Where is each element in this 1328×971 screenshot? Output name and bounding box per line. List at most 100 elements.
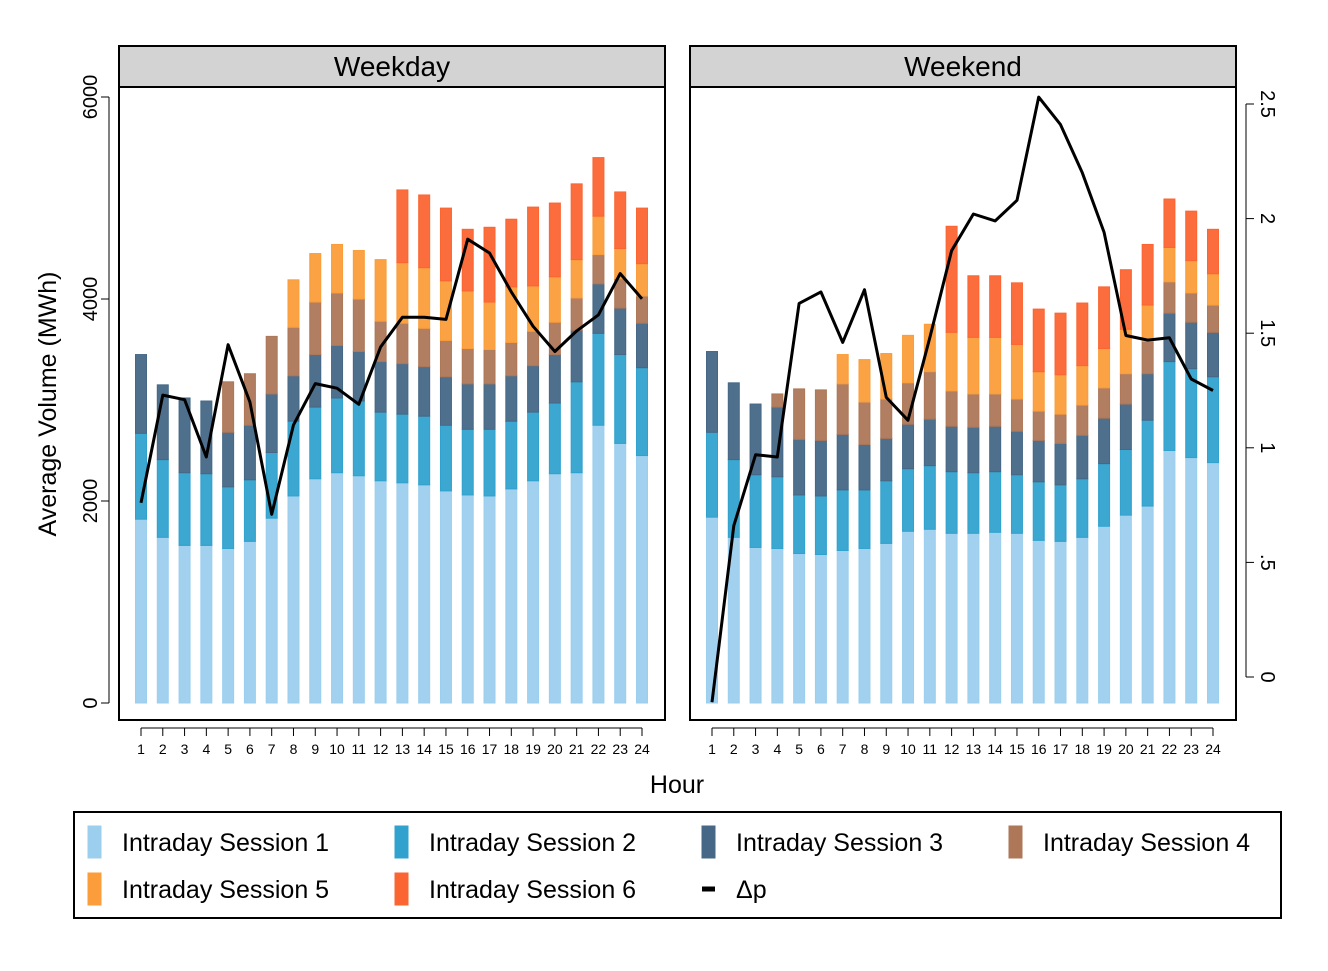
- bar-segment: [771, 476, 784, 549]
- x-tick-label: 1: [708, 741, 716, 757]
- bar-segment: [858, 489, 871, 549]
- bar-segment: [858, 401, 871, 445]
- bar-segment: [614, 307, 627, 356]
- bar-segment: [614, 354, 627, 444]
- x-tick-label: 7: [839, 741, 847, 757]
- bars: [135, 157, 648, 704]
- bar-segment: [1207, 462, 1219, 704]
- bar-segment: [636, 207, 648, 265]
- legend-item: Intraday Session 5: [87, 872, 329, 906]
- x-tick-label: 13: [395, 741, 411, 757]
- x-tick-label: 14: [987, 741, 1003, 757]
- bar-segment: [945, 471, 958, 534]
- legend-swatch: [394, 872, 409, 906]
- bar-segment: [483, 428, 496, 497]
- bar-segment: [1054, 484, 1067, 542]
- bar-segment: [439, 339, 452, 378]
- bar-segment: [945, 532, 958, 704]
- bar-segment: [331, 397, 344, 474]
- bar-segment: [396, 189, 409, 264]
- legend-label: Intraday Session 3: [736, 829, 943, 857]
- bar-segment: [1076, 302, 1089, 367]
- y-tick-label: 4000: [80, 277, 102, 322]
- bar-segment: [418, 415, 431, 486]
- bar-segment: [967, 393, 980, 428]
- bar-segment: [505, 218, 518, 288]
- bar-segment: [1032, 410, 1045, 441]
- y-tick-label: 6000: [80, 75, 102, 120]
- bar-segment: [483, 383, 496, 430]
- bar-segment: [636, 367, 648, 457]
- bar-segment: [814, 495, 827, 556]
- bar-segment: [570, 297, 583, 331]
- bar-segment: [178, 544, 191, 704]
- bar-segment: [836, 489, 849, 551]
- bar-segment: [902, 423, 915, 470]
- facet-title: Weekend: [904, 51, 1022, 82]
- bar-segment: [461, 290, 474, 349]
- bar-segment: [945, 225, 958, 333]
- bar-segment: [1185, 457, 1198, 704]
- x-tick-label: 6: [246, 741, 254, 757]
- bar-segment: [793, 494, 806, 555]
- legend-item: Intraday Session 3: [701, 825, 943, 859]
- bar-segment: [1098, 387, 1111, 419]
- x-tick-label: 4: [202, 741, 210, 757]
- bar-segment: [265, 517, 278, 704]
- bar-segment: [749, 403, 762, 476]
- bar-segment: [989, 425, 1002, 473]
- bar-segment: [1054, 413, 1067, 444]
- bar-segment: [1207, 304, 1219, 333]
- bar-segment: [1163, 198, 1176, 248]
- bar-segment: [135, 518, 147, 704]
- bar-segment: [945, 331, 958, 392]
- bar-segment: [1010, 282, 1023, 345]
- bar-segment: [967, 275, 980, 338]
- x-axis: 1 2 3 4 5 6 7 8 9 10 11 12 13 14 15 16 17 18 19 20 21 22 23 24: [137, 727, 650, 757]
- legend-item: Δp: [702, 876, 767, 904]
- bar-segment: [636, 295, 648, 324]
- x-tick-label: 6: [817, 741, 825, 757]
- bar-segment: [706, 431, 718, 518]
- bar-segment: [527, 330, 540, 367]
- bar-segment: [636, 455, 648, 704]
- bar-segment: [505, 341, 518, 377]
- bar-segment: [418, 267, 431, 329]
- bar-segment: [374, 259, 387, 322]
- bar-segment: [570, 472, 583, 704]
- bar-segment: [309, 478, 322, 704]
- x-tick-label: 15: [438, 741, 454, 757]
- bar-segment: [396, 413, 409, 484]
- bar-segment: [1185, 210, 1198, 262]
- bar-segment: [880, 398, 893, 439]
- bar-segment: [945, 390, 958, 427]
- bar-segment: [505, 488, 518, 704]
- x-tick-label: 10: [329, 741, 345, 757]
- delta-p-line: [139, 237, 644, 516]
- x-tick-label: 7: [268, 741, 276, 757]
- bar-segment: [923, 418, 936, 467]
- bar-segment: [178, 397, 191, 474]
- bar-segment: [309, 406, 322, 480]
- bar-segment: [1032, 371, 1045, 412]
- x-tick-label: 17: [482, 741, 498, 757]
- x-tick-label: 18: [504, 741, 520, 757]
- x-tick-label: 8: [290, 741, 298, 757]
- x-tick-label: 24: [634, 741, 650, 757]
- bar-segment: [1185, 321, 1198, 370]
- bar-segment: [352, 298, 365, 353]
- legend-label: Intraday Session 4: [1043, 829, 1250, 857]
- bar-segment: [1119, 514, 1132, 704]
- bar-segment: [727, 382, 740, 461]
- bar-segment: [1054, 312, 1067, 376]
- x-tick-label: 24: [1205, 741, 1221, 757]
- bar-segment: [1098, 525, 1111, 704]
- x-tick-label: 21: [569, 741, 585, 757]
- bar-segment: [989, 275, 1002, 338]
- bar-segment: [287, 279, 300, 328]
- bar-segment: [570, 329, 583, 383]
- x-tick-label: 12: [373, 741, 389, 757]
